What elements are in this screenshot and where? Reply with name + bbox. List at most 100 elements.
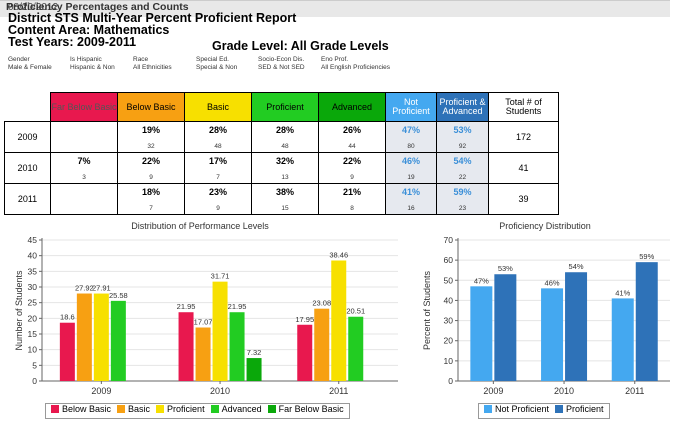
header-blank (5, 93, 51, 122)
table-row: 2009 19% 32 28% 48 28% 48 26% 44 47% 80 53% 92 172 (4, 121, 559, 153)
column-header: Proficient & Advanced (436, 92, 489, 122)
filter-race: Race All Ethnicities (133, 56, 172, 71)
cell-count: 19 (407, 173, 415, 181)
row-year: 2009 (4, 121, 51, 153)
column-header: Basic (184, 92, 252, 122)
cell-percent: 38% (275, 186, 294, 197)
y-tick-label: 20 (28, 313, 38, 323)
legend-label: Basic (128, 404, 151, 414)
cell-percent: 26% (342, 124, 361, 135)
table-cell: 18% 7 (117, 183, 185, 215)
table-cell: 19% 32 (117, 121, 185, 153)
bar-proficient (494, 274, 517, 381)
legend-item[interactable]: Basic (117, 404, 150, 414)
data-label: 7.32 (247, 348, 262, 357)
cell-percent: 53% (453, 124, 472, 135)
bar-advanced (229, 312, 245, 381)
cell-percent: 54% (453, 155, 472, 166)
legend-item[interactable]: Below Basic (51, 404, 111, 414)
data-label: 27.91 (92, 284, 111, 293)
cell-count: 9 (216, 204, 220, 212)
bar-not-proficient (611, 298, 634, 381)
data-label: 17.95 (295, 315, 314, 324)
legend-label: Not Proficient (495, 404, 550, 414)
y-tick-label: 70 (444, 235, 454, 245)
legend-item[interactable]: Not Proficient (484, 404, 549, 414)
cell-percent: 41% (401, 186, 420, 197)
table-header-row: Far Below Basic Below Basic Basic Proficien… (5, 92, 559, 122)
cell-count: 80 (407, 142, 415, 150)
report-title: District STS Multi-Year Percent Proficie… (8, 11, 297, 49)
table-cell (50, 183, 118, 215)
cell-count: 9 (350, 173, 354, 181)
legend-swatch (51, 405, 59, 413)
cell-count: 15 (281, 204, 289, 212)
report-test-years: Test Years: 2009-2011 (8, 35, 137, 49)
data-label: 53% (498, 264, 513, 273)
filter-english-prof: Eno Prof. All English Proficiencies (321, 56, 391, 71)
proficiency-table: Far Below Basic Below Basic Basic Proficien… (4, 92, 559, 215)
table-cell: 22% 9 (117, 152, 185, 184)
bar-advanced (110, 300, 126, 381)
table-cell: 47% 80 (385, 121, 437, 153)
performance-levels-chart: 0 5 10 15 20 25 30 35 40 45 Number of Students 2009… (14, 235, 398, 396)
cell-count: 13 (281, 173, 289, 181)
report-title-line1: District STS Multi-Year Percent Proficie… (8, 11, 297, 25)
bar-basic (314, 308, 330, 381)
legend-swatch (555, 405, 564, 413)
table-cell: 59% 23 (436, 183, 489, 215)
row-year: 2011 (4, 183, 51, 215)
bar-not-proficient (541, 288, 564, 381)
data-label: 21.95 (228, 302, 247, 311)
x-tick-label: 2011 (625, 386, 644, 396)
cell-percent: 59% (453, 186, 472, 197)
y-tick-label: 25 (28, 298, 38, 308)
filter-gender: Gender Male & Female (8, 56, 52, 71)
filter-socio-econ: Socio-Econ Dis. SED & Not SED (258, 56, 305, 71)
cell-percent: 46% (401, 155, 420, 166)
y-tick-label: 50 (444, 275, 454, 285)
cell-count: 48 (281, 142, 289, 150)
column-header-total: Total # of Students (488, 92, 559, 122)
y-axis-label: Percent of Students (422, 270, 432, 350)
bar-proficient (93, 293, 109, 381)
y-tick-label: 0 (32, 376, 37, 386)
table-cell: 46% 19 (385, 152, 437, 184)
row-total: 172 (488, 121, 559, 153)
legend-item[interactable]: Advanced (210, 404, 262, 414)
data-label: 18.6 (60, 313, 75, 322)
cell-count: 92 (458, 142, 467, 150)
proficiency-distribution-chart: 0 10 20 30 40 50 60 70 Percent of Students 2009 47… (422, 235, 670, 396)
y-axis-label: Number of Students (14, 270, 24, 351)
legend-item[interactable]: Far Below Basic (267, 404, 344, 414)
bar-advanced (348, 316, 364, 381)
cell-percent: 7% (77, 155, 91, 166)
legend-swatch (484, 405, 492, 413)
report-date: 08/20/2012 (8, 2, 59, 13)
y-tick-label: 30 (28, 282, 38, 292)
legend-label: Proficient (167, 404, 205, 414)
x-tick-label: 2009 (91, 386, 111, 396)
cell-percent: 22% (342, 155, 361, 166)
table-cell: 22% 9 (318, 152, 386, 184)
legend-swatch (210, 405, 219, 413)
bar-below-basic (178, 312, 194, 381)
cell-percent: 23% (208, 186, 227, 197)
column-header: Advanced (318, 92, 386, 122)
cell-count: 23 (458, 204, 467, 212)
data-label: 20.51 (346, 307, 365, 316)
legend-swatch (117, 405, 126, 413)
legend-swatch (267, 405, 276, 413)
y-tick-label: 40 (444, 295, 454, 305)
table-cell (50, 121, 118, 153)
cell-percent: 18% (141, 186, 160, 197)
table-cell: 26% 44 (318, 121, 386, 153)
legend-item[interactable]: Proficient (555, 404, 604, 414)
legend-label: Below Basic (62, 404, 112, 414)
chart1-title: Distribution of Performance Levels (131, 221, 269, 231)
cell-count: 8 (350, 204, 354, 212)
cell-count: 32 (147, 142, 155, 150)
report-content-area: Content Area: Mathematics (8, 23, 170, 37)
bar-not-proficient (470, 286, 493, 381)
legend-item[interactable]: Proficient (156, 404, 205, 414)
